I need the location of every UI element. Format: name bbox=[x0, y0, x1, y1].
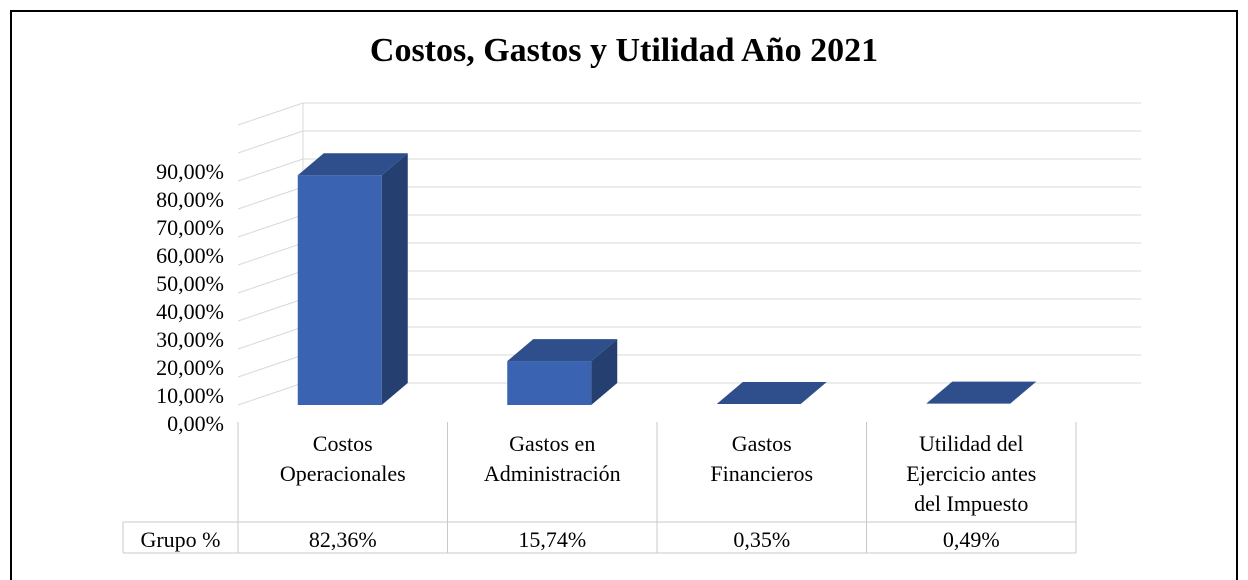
gridline-side bbox=[237, 382, 304, 406]
gridline-side bbox=[237, 186, 304, 210]
series-name: Grupo % bbox=[140, 527, 220, 552]
gridline-side bbox=[237, 130, 304, 154]
data-value-label: 82,36% bbox=[309, 527, 377, 552]
y-tick-label: 70,00% bbox=[156, 215, 224, 240]
y-tick-label: 0,00% bbox=[167, 411, 224, 436]
bar-top bbox=[297, 153, 408, 176]
gridline-side bbox=[237, 242, 304, 266]
data-value-label: 0,35% bbox=[733, 527, 790, 552]
category-label: Ejercicio antes bbox=[906, 461, 1036, 486]
gridline-side bbox=[237, 214, 304, 238]
y-tick-label: 20,00% bbox=[156, 355, 224, 380]
bar-side bbox=[381, 153, 408, 405]
y-tick-label: 50,00% bbox=[156, 271, 224, 296]
y-tick-label: 40,00% bbox=[156, 299, 224, 324]
gridline-side bbox=[237, 102, 304, 126]
gridline-side bbox=[237, 298, 304, 322]
y-tick-label: 60,00% bbox=[156, 243, 224, 268]
gridline-side bbox=[237, 158, 304, 182]
bar bbox=[297, 175, 382, 405]
chart-frame bbox=[10, 10, 1238, 580]
category-label: Operacionales bbox=[280, 461, 406, 486]
data-value-label: 0,49% bbox=[943, 527, 1000, 552]
bar-top bbox=[926, 381, 1037, 404]
gridline-side bbox=[237, 270, 304, 294]
category-label: Financieros bbox=[710, 461, 813, 486]
bar bbox=[507, 361, 592, 405]
data-value-label: 15,74% bbox=[518, 527, 586, 552]
chart-title: Costos, Gastos y Utilidad Año 2021 bbox=[369, 32, 879, 69]
y-tick-label: 80,00% bbox=[156, 187, 224, 212]
gridline-side bbox=[237, 354, 304, 378]
category-label: Administración bbox=[484, 461, 621, 486]
bar-top bbox=[507, 339, 618, 362]
category-label: Utilidad del bbox=[919, 431, 1023, 456]
y-tick-label: 10,00% bbox=[156, 383, 224, 408]
category-label: del Impuesto bbox=[914, 491, 1028, 516]
category-label: Gastos en bbox=[509, 431, 595, 456]
bar-top bbox=[716, 382, 827, 405]
y-tick-label: 90,00% bbox=[156, 159, 224, 184]
gridline-side bbox=[237, 326, 304, 350]
category-label: Costos bbox=[313, 431, 373, 456]
category-label: Gastos bbox=[732, 431, 792, 456]
bar-side bbox=[591, 339, 618, 405]
y-tick-label: 30,00% bbox=[156, 327, 224, 352]
